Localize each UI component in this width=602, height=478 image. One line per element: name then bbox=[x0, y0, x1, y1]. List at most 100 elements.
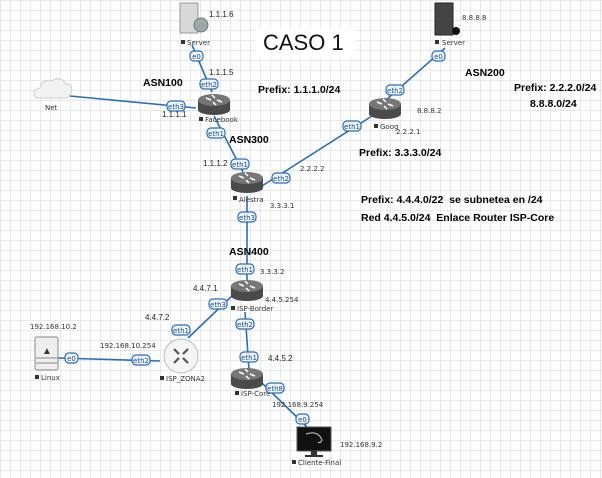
alestra-label: Alestra bbox=[239, 196, 264, 204]
globe-icon bbox=[452, 27, 460, 35]
svg-text:eth2: eth2 bbox=[273, 175, 289, 183]
svg-text:e0: e0 bbox=[192, 53, 201, 61]
iface-tag[interactable]: eth3 bbox=[237, 211, 257, 223]
monitor-icon bbox=[296, 426, 332, 452]
iface-tag[interactable]: e0 bbox=[64, 352, 79, 364]
ip-label: 4.4.5.2 bbox=[268, 354, 293, 363]
net-node[interactable]: Net bbox=[33, 78, 73, 112]
iface-tag[interactable]: eth1 bbox=[239, 351, 259, 363]
ip-label: 2.2.2.2 bbox=[300, 165, 325, 173]
google-router[interactable]: Goog 2.2.2.1 8.8.8.2 bbox=[368, 97, 442, 136]
router-icon bbox=[230, 279, 264, 302]
ip-label: 1.1.1.1 bbox=[162, 110, 187, 119]
google-label: Goog bbox=[380, 123, 398, 131]
isp-core-router[interactable]: ISP-Core 4.4.5.2 192.168.9.254 bbox=[230, 354, 324, 409]
svg-text:eth1: eth1 bbox=[237, 266, 253, 274]
svg-text:eth2: eth2 bbox=[133, 357, 149, 365]
alestra-router[interactable]: Alestra 1.1.1.2 2.2.2.2 3.3.3.1 bbox=[203, 159, 325, 210]
cloud-icon bbox=[33, 78, 73, 99]
svg-text:eth8: eth8 bbox=[267, 385, 283, 393]
globe-icon bbox=[193, 17, 209, 33]
svg-text:eth2: eth2 bbox=[201, 81, 217, 89]
ip-label: 1.1.1.6 bbox=[209, 10, 234, 19]
svg-text:eth3: eth3 bbox=[239, 214, 255, 222]
iface-tag[interactable]: eth8 bbox=[265, 382, 285, 394]
ip-label: 3.3.3.2 bbox=[260, 268, 285, 276]
ip-label: 3.3.3.1 bbox=[270, 202, 295, 210]
prefix-note: Prefix: 1.1.1.0/24 bbox=[258, 84, 340, 96]
ip-label: 192.168.10.2 bbox=[30, 323, 77, 331]
iface-tag[interactable]: e0 bbox=[431, 50, 446, 62]
svg-text:eth1: eth1 bbox=[344, 123, 360, 131]
router-icon bbox=[197, 93, 231, 116]
router-icon bbox=[230, 171, 264, 194]
iface-tag[interactable]: eth1 bbox=[206, 127, 226, 139]
ip-label: 4.4.7.2 bbox=[145, 313, 170, 322]
iface-tag[interactable]: eth1 bbox=[342, 120, 362, 132]
ip-label: 192.168.9.2 bbox=[340, 441, 382, 449]
iface-tag[interactable]: eth2 bbox=[235, 318, 255, 330]
asn100-label: ASN100 bbox=[143, 77, 183, 89]
svg-text:eth1: eth1 bbox=[173, 327, 189, 335]
iface-tag[interactable]: eth2 bbox=[385, 84, 405, 96]
ip-label: 4.4.7.1 bbox=[193, 284, 218, 293]
iface-tag[interactable]: eth2 bbox=[199, 78, 219, 90]
interface-tags: e0 eth2 eth3 eth1 eth1 eth2 eth3 eth1 et… bbox=[64, 50, 446, 425]
svg-text:eth2: eth2 bbox=[387, 87, 403, 95]
svg-text:eth3: eth3 bbox=[168, 103, 184, 111]
diagram-title: CASO 1 bbox=[263, 30, 344, 55]
switch-icon bbox=[163, 338, 199, 374]
linux-icon bbox=[34, 336, 59, 371]
linux-label: Linux bbox=[41, 374, 60, 382]
asn400-label: ASN400 bbox=[229, 246, 269, 258]
iface-tag[interactable]: e0 bbox=[189, 50, 204, 62]
tux-icon: ▲ bbox=[42, 346, 52, 357]
cliente-final-node[interactable]: Cliente-Final 192.168.9.2 bbox=[292, 426, 382, 467]
svg-text:eth1: eth1 bbox=[241, 354, 257, 362]
prefix-note: Prefix: 4.4.4.0/22 se subnetea en /24 bbox=[361, 194, 543, 206]
asn200-label: ASN200 bbox=[465, 67, 505, 79]
server1-node[interactable]: Server 1.1.1.6 bbox=[179, 2, 234, 47]
svg-text:eth3: eth3 bbox=[210, 301, 226, 309]
server-icon bbox=[179, 2, 199, 34]
iface-tag[interactable]: eth1 bbox=[171, 324, 191, 336]
isp-border-router[interactable]: ISP-Border 3.3.3.2 4.4.7.1 4.4.5.254 bbox=[193, 268, 299, 313]
server2-label: Server bbox=[442, 39, 465, 47]
asn300-label: ASN300 bbox=[229, 134, 269, 146]
ip-label: 192.168.10.254 bbox=[100, 342, 156, 350]
svg-text:e0: e0 bbox=[434, 53, 443, 61]
isp-border-label: ISP-Border bbox=[237, 305, 273, 313]
prefix-note: 8.8.8.0/24 bbox=[530, 98, 577, 110]
net-label: Net bbox=[45, 104, 58, 112]
svg-text:e0: e0 bbox=[67, 355, 76, 363]
prefix-note: Prefix: 2.2.2.0/24 bbox=[514, 82, 596, 94]
iface-tag[interactable]: eth2 bbox=[131, 354, 151, 366]
svg-text:eth1: eth1 bbox=[232, 161, 248, 169]
ip-label: 1.1.1.2 bbox=[203, 159, 228, 168]
ip-label: 8.8.8.2 bbox=[417, 107, 442, 115]
iface-tag[interactable]: eth1 bbox=[230, 158, 250, 170]
iface-tag[interactable]: eth3 bbox=[208, 298, 228, 310]
facebook-router[interactable]: Facebook 1.1.1.5 1.1.1.1 bbox=[162, 68, 239, 124]
router-icon bbox=[368, 97, 402, 120]
facebook-label: Facebook bbox=[205, 116, 239, 124]
ip-label: 1.1.1.5 bbox=[209, 68, 234, 77]
prefix-note: Prefix: 3.3.3.0/24 bbox=[359, 147, 441, 159]
svg-text:eth1: eth1 bbox=[208, 130, 224, 138]
iface-tag[interactable]: e0 bbox=[295, 413, 310, 425]
ip-label: 8.8.8.8 bbox=[462, 14, 487, 22]
isp-zona2-switch[interactable]: ISP_ZONA2 4.4.7.2 192.168.10.254 bbox=[100, 313, 205, 383]
iface-tag[interactable]: eth1 bbox=[235, 263, 255, 275]
isp-core-label: ISP-Core bbox=[241, 390, 270, 398]
cliente-final-label: Cliente-Final bbox=[298, 459, 341, 467]
server1-label: Server bbox=[187, 39, 210, 47]
iface-tag[interactable]: eth3 bbox=[166, 100, 186, 112]
iface-tag[interactable]: eth2 bbox=[271, 172, 291, 184]
isp-zona2-label: ISP_ZONA2 bbox=[166, 375, 205, 383]
server2-node[interactable]: Server 8.8.8.8 bbox=[434, 2, 487, 47]
linux-node[interactable]: ▲ Linux 192.168.10.2 bbox=[30, 323, 77, 382]
ip-label: 2.2.2.1 bbox=[396, 128, 421, 136]
ip-label: 4.4.5.254 bbox=[265, 296, 299, 304]
